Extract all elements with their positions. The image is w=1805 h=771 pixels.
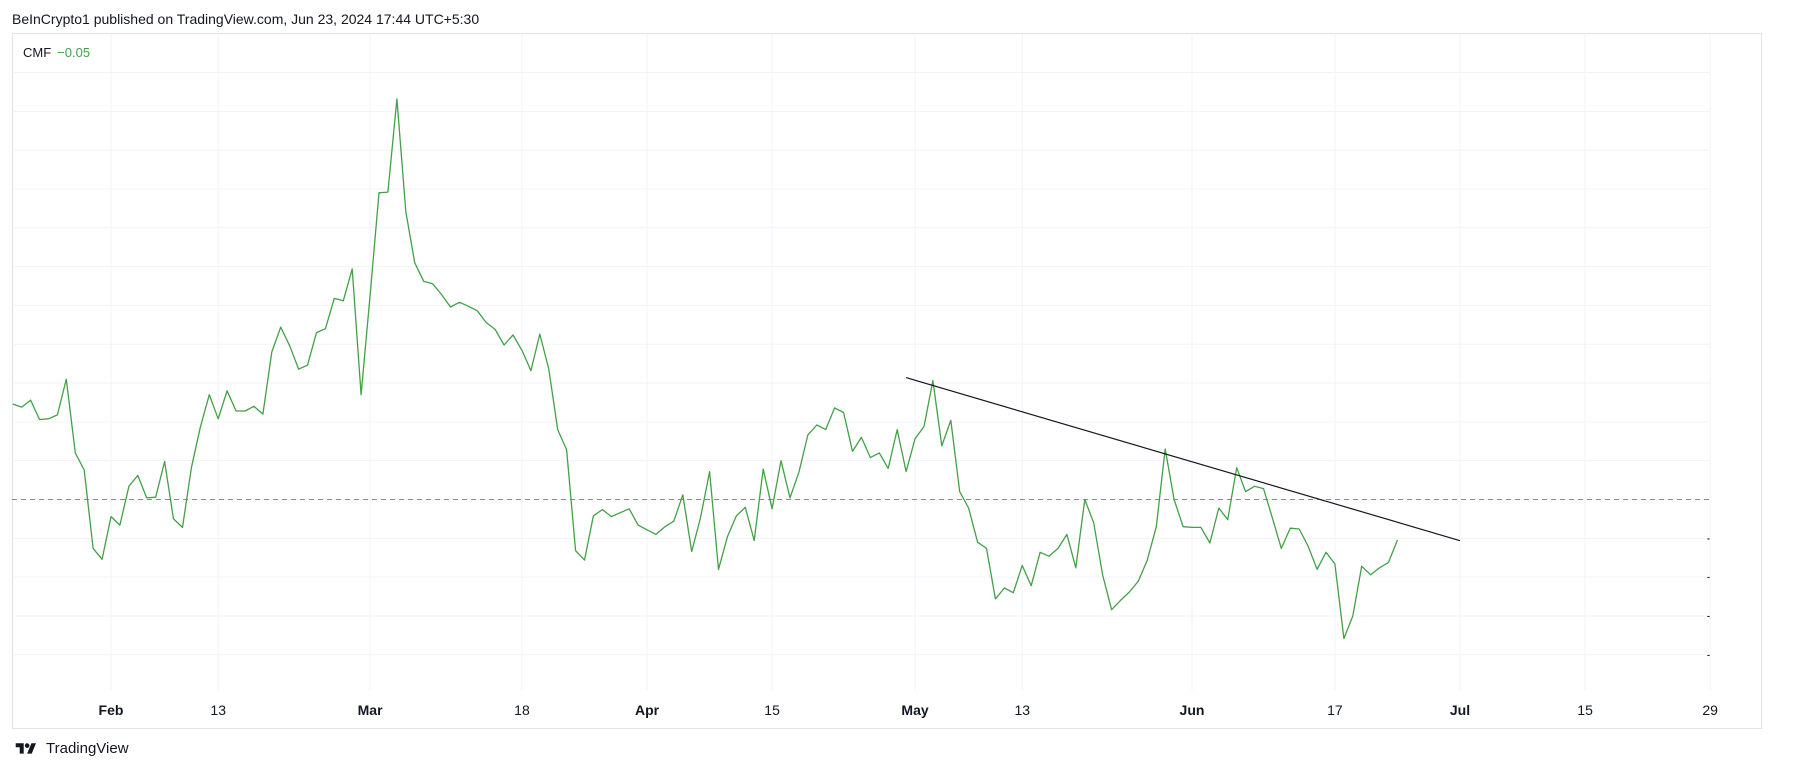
x-tick-label: May	[901, 702, 928, 718]
publish-info: BeInCrypto1 published on TradingView.com…	[12, 11, 480, 27]
x-tick-label: Apr	[635, 702, 660, 718]
y-tick-label: −0.05	[1707, 530, 1743, 546]
brand-name: TradingView	[46, 740, 129, 757]
y-tick-label: −0.10	[1707, 569, 1743, 585]
x-tick-label: 17	[1327, 702, 1343, 718]
tradingview-logo-icon	[15, 742, 36, 754]
x-tick-label: Mar	[358, 702, 383, 718]
y-tick-label: 0.30	[1715, 259, 1742, 275]
indicator-value: −0.05	[57, 45, 91, 60]
y-tick-label: 0.05	[1715, 453, 1742, 469]
x-tick-label: 15	[1577, 702, 1593, 718]
x-tick-label: Feb	[99, 702, 124, 718]
y-tick-label: 0.10	[1715, 414, 1742, 430]
x-tick-label: 18	[514, 702, 530, 718]
x-tick-label: Jul	[1450, 702, 1470, 718]
y-tick-label: −0.20	[1707, 647, 1743, 663]
y-tick-label: 0.60	[1715, 26, 1742, 42]
y-tick-label: 0.45	[1715, 142, 1742, 158]
y-tick-label: −0.15	[1707, 608, 1743, 624]
indicator-name: CMF	[23, 45, 52, 60]
footer-brand[interactable]: TradingView	[12, 740, 129, 757]
y-tick-label: 0.35	[1715, 220, 1742, 236]
y-tick-label: 0.50	[1715, 103, 1742, 119]
y-tick-label: 0.55	[1715, 65, 1742, 81]
indicator-legend[interactable]: CMF −0.05	[23, 45, 90, 60]
x-tick-label: 29	[1702, 702, 1718, 718]
trendline	[905, 377, 1461, 542]
chart-frame	[12, 33, 1762, 729]
cmf-line	[12, 98, 1399, 640]
y-tick-label: 0.00	[1715, 492, 1742, 508]
x-tick-label: 15	[764, 702, 780, 718]
x-tick-label: 13	[210, 702, 226, 718]
y-tick-label: 0.15	[1715, 375, 1742, 391]
x-tick-label: 13	[1014, 702, 1030, 718]
y-tick-label: 0.20	[1715, 336, 1742, 352]
y-tick-label: 0.40	[1715, 181, 1742, 197]
y-tick-label: 0.25	[1715, 297, 1742, 313]
x-tick-label: Jun	[1180, 702, 1205, 718]
